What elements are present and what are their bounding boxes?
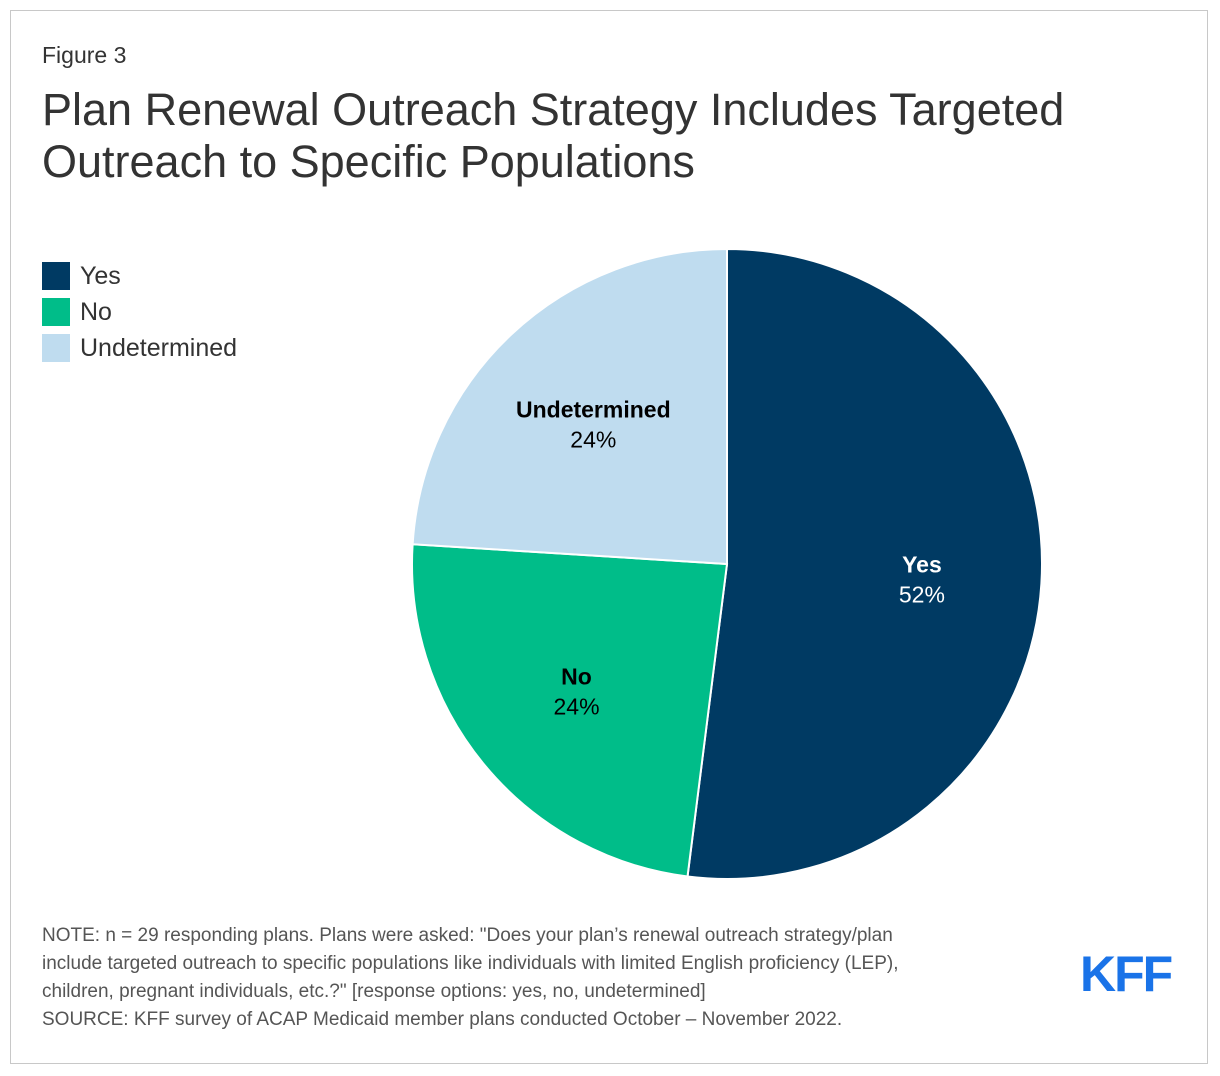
legend-item-undetermined: Undetermined — [42, 330, 237, 366]
legend-label-no: No — [80, 297, 112, 326]
chart-title: Plan Renewal Outreach Strategy Includes … — [42, 84, 1172, 188]
source-line: SOURCE: KFF survey of ACAP Medicaid memb… — [42, 1009, 843, 1030]
figure-label: Figure 3 — [42, 42, 127, 68]
kff-logo: KFF — [1080, 946, 1173, 1002]
legend-swatch-undetermined — [42, 334, 70, 362]
pie-slice-yes — [686, 247, 1043, 880]
note-line-1: NOTE: n = 29 responding plans. Plans wer… — [42, 925, 893, 946]
pie-labels: Yes 52% No 24% Undetermined 24% — [516, 397, 945, 720]
legend-swatch-no — [42, 298, 70, 326]
slice-value-no: 24% — [553, 693, 599, 719]
slice-value-yes: 52% — [899, 581, 945, 607]
pie-slices — [411, 247, 1043, 880]
pie-slice-no — [411, 543, 729, 878]
pie-slice-undetermined — [411, 247, 728, 566]
legend: Yes No Undetermined — [42, 258, 237, 366]
legend-item-yes: Yes — [42, 258, 237, 294]
legend-swatch-yes — [42, 262, 70, 290]
legend-label-undetermined: Undetermined — [80, 333, 238, 362]
legend-item-no: No — [42, 294, 237, 330]
notes: NOTE: n = 29 responding plans. Plans wer… — [42, 922, 1052, 1034]
slice-label-no: No — [561, 663, 592, 689]
slice-label-undetermined: Undetermined — [516, 397, 671, 423]
legend-label-yes: Yes — [80, 261, 121, 290]
chart-title-line-1: Plan Renewal Outreach Strategy Includes … — [42, 84, 1065, 135]
note-line-3: children, pregnant individuals, etc.?" [… — [42, 981, 706, 1002]
slice-value-undetermined: 24% — [570, 427, 616, 453]
slice-label-yes: Yes — [902, 551, 942, 577]
note-line-2: include targeted outreach to specific po… — [42, 953, 899, 974]
chart-title-line-2: Outreach to Specific Populations — [42, 136, 695, 187]
